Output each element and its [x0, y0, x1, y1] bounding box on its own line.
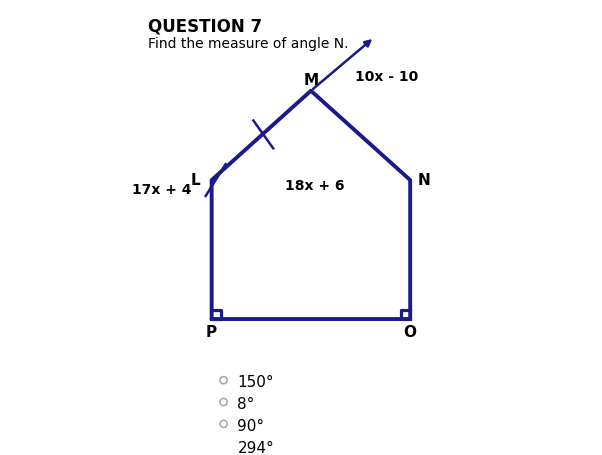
Text: O: O	[404, 325, 417, 340]
Text: QUESTION 7: QUESTION 7	[148, 17, 262, 35]
Text: N: N	[418, 172, 430, 187]
Text: 150°: 150°	[237, 375, 274, 390]
Text: 17x + 4: 17x + 4	[132, 183, 192, 197]
Text: L: L	[191, 172, 200, 187]
Text: 294°: 294°	[237, 440, 275, 455]
Text: Find the measure of angle N.: Find the measure of angle N.	[148, 37, 349, 51]
Text: 18x + 6: 18x + 6	[285, 179, 345, 193]
Text: 8°: 8°	[237, 397, 255, 412]
Text: M: M	[303, 73, 318, 88]
Text: 10x - 10: 10x - 10	[355, 70, 418, 84]
Text: P: P	[206, 325, 217, 340]
Text: 90°: 90°	[237, 419, 265, 434]
